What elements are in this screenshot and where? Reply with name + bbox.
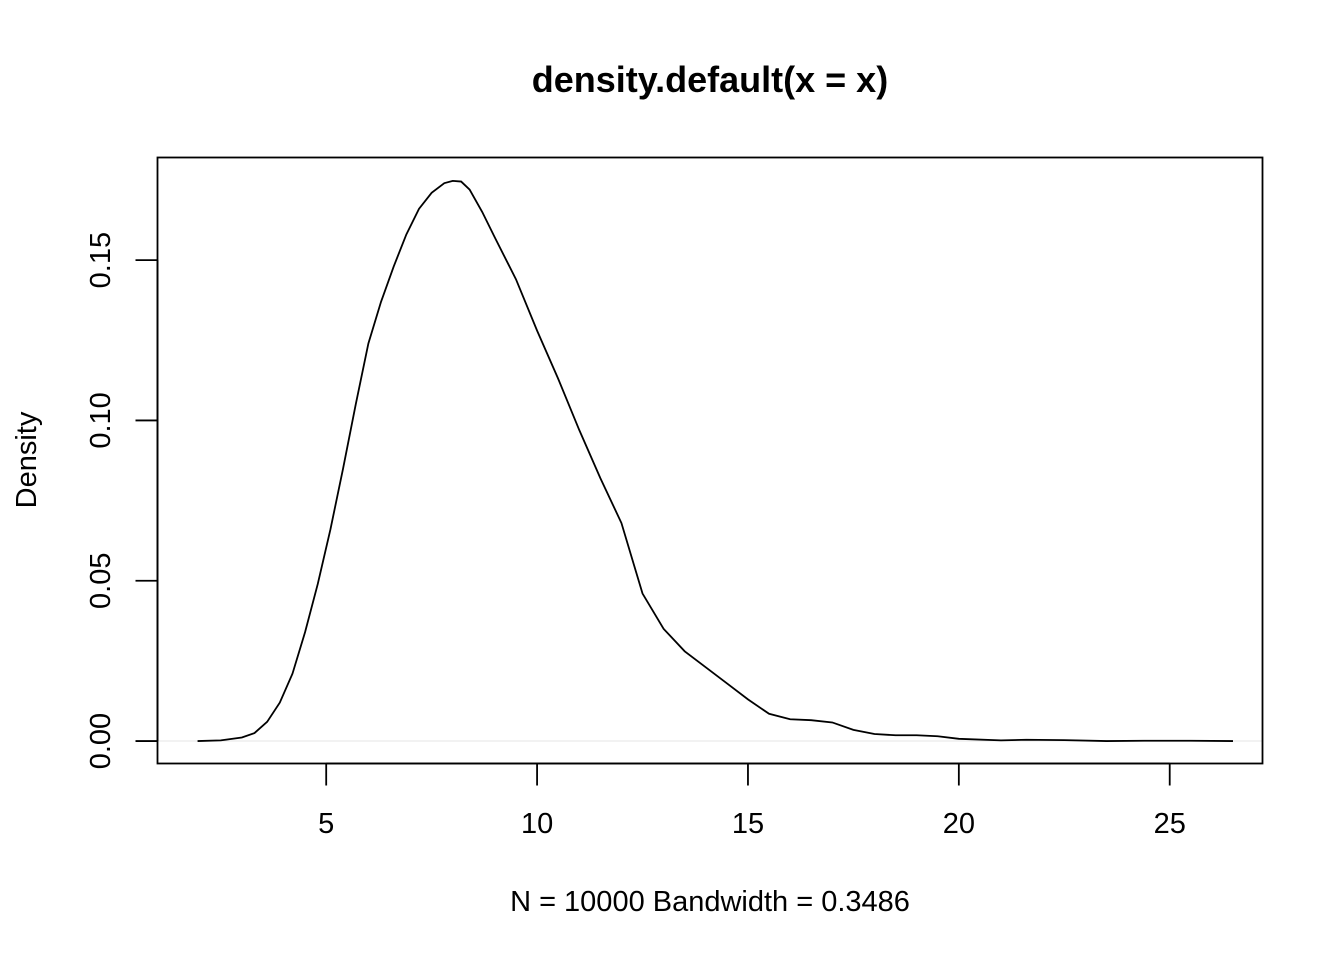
x-tick-label: 25 xyxy=(1154,808,1186,840)
plot-frame xyxy=(156,156,1264,765)
density-curve xyxy=(197,180,1233,742)
x-axis-label: N = 10000 Bandwidth = 0.3486 xyxy=(510,886,910,918)
x-tick-label: 5 xyxy=(318,808,334,840)
x-tick-label: 10 xyxy=(521,808,553,840)
y-tick-label: 0.05 xyxy=(85,553,117,609)
y-tick-label: 0.15 xyxy=(85,232,117,288)
y-tick-label: 0.00 xyxy=(85,713,117,769)
y-axis: 0.00 0.05 0.10 0.15 xyxy=(85,232,159,769)
x-tick-label: 15 xyxy=(732,808,764,840)
chart-title: density.default(x = x) xyxy=(532,59,888,100)
y-axis-label: Density xyxy=(11,411,43,508)
x-axis: 5 10 15 20 25 xyxy=(318,762,1186,840)
y-tick-label: 0.10 xyxy=(85,392,117,448)
x-tick-label: 20 xyxy=(943,808,975,840)
